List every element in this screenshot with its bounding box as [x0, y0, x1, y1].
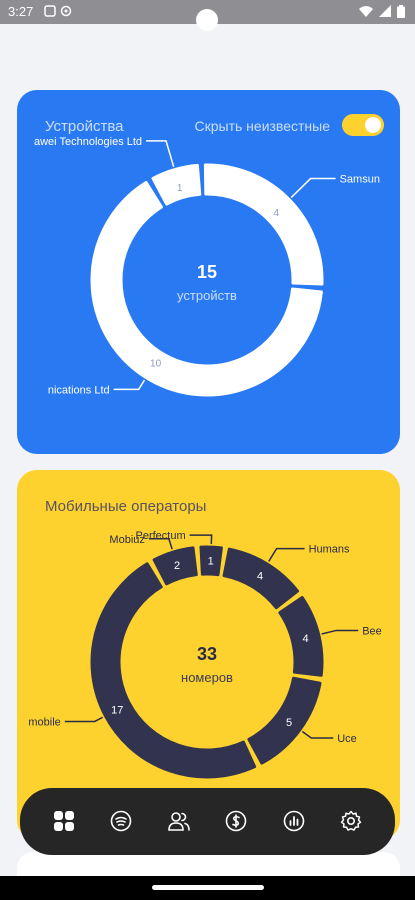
operators-card: Мобильные операторы 1 Perfectum 4 Humans 4 Be…	[17, 470, 400, 840]
stats-icon	[283, 810, 305, 832]
devices-donut-chart: 1 awei Technologies Ltd 4 Samsun 10 nications…	[34, 136, 380, 397]
segment-label: mobile	[28, 716, 60, 728]
bottom-nav	[20, 788, 395, 855]
sim-icon	[44, 5, 56, 17]
segment-value: 4	[257, 570, 263, 582]
segment-label: Mobiuz	[109, 534, 144, 546]
label-leader-line	[146, 140, 175, 168]
donut-center-label: номеров	[181, 670, 233, 685]
label-leader-line	[290, 177, 336, 198]
donut-segment[interactable]	[222, 547, 300, 610]
sim-card-icon	[110, 810, 132, 832]
dashboard-icon	[54, 811, 74, 831]
donut-segment[interactable]	[203, 163, 324, 286]
segment-label: nications Ltd	[48, 384, 110, 396]
nav-sim-cards[interactable]	[108, 808, 134, 834]
wifi-icon	[359, 6, 373, 17]
segment-value: 17	[111, 705, 123, 717]
camera-cutout	[196, 9, 218, 31]
label-leader-line	[64, 716, 104, 723]
donut-center-value: 15	[197, 262, 217, 282]
sync-icon	[60, 5, 72, 17]
segment-value: 1	[177, 183, 183, 194]
segment-label: Bee	[362, 625, 382, 637]
toggle-knob	[365, 117, 381, 133]
segment-label: awei Technologies Ltd	[34, 136, 142, 148]
label-leader-line	[113, 379, 146, 391]
nav-dashboard[interactable]	[51, 808, 77, 834]
segment-label: Uce	[337, 733, 357, 745]
label-leader-line	[321, 629, 359, 635]
operators-card-title: Мобильные операторы	[45, 498, 207, 515]
segment-value: 10	[150, 358, 162, 369]
label-leader-line	[301, 730, 334, 739]
nav-users[interactable]	[166, 808, 192, 834]
segment-value: 2	[174, 560, 180, 572]
hide-unknown-toggle[interactable]	[342, 114, 384, 136]
operators-donut-chart: 1 Perfectum 4 Humans 4 Bee 5 Uce 17 mobile 2 Mobiuz…	[28, 530, 382, 779]
battery-icon	[397, 5, 405, 18]
users-icon	[168, 812, 190, 831]
donut-segment[interactable]	[199, 545, 223, 577]
donut-center-value: 33	[197, 644, 217, 664]
label-leader-line	[189, 534, 213, 545]
segment-value: 4	[303, 633, 309, 645]
nav-settings[interactable]	[338, 808, 364, 834]
donut-segment[interactable]	[90, 180, 323, 397]
donut-segment[interactable]	[247, 676, 322, 765]
donut-segment[interactable]	[278, 596, 324, 677]
devices-card-title: Устройства	[45, 118, 124, 135]
hide-unknown-label: Скрыть неизвестные	[194, 118, 331, 134]
nav-payments[interactable]	[223, 808, 249, 834]
segment-value: 1	[208, 556, 214, 568]
label-leader-line	[268, 547, 305, 562]
segment-label: Perfectum	[135, 530, 185, 542]
donut-segment[interactable]	[90, 562, 257, 779]
label-leader-line	[148, 538, 173, 550]
donut-center-label: устройств	[177, 288, 237, 303]
segment-value: 5	[286, 717, 292, 729]
nav-statistics[interactable]	[281, 808, 307, 834]
home-indicator[interactable]	[152, 885, 264, 890]
segment-label: Samsun	[340, 174, 380, 186]
segment-label: Humans	[309, 544, 350, 556]
signal-icon	[379, 5, 391, 17]
donut-segment[interactable]	[151, 163, 202, 206]
donut-segment[interactable]	[152, 546, 198, 586]
settings-gear-icon	[340, 810, 362, 831]
segment-value: 4	[274, 208, 280, 219]
devices-card: Устройства Скрыть неизвестные 1 awei Tech…	[17, 90, 400, 454]
dollar-icon	[225, 810, 247, 832]
status-time: 3:27	[8, 4, 34, 19]
